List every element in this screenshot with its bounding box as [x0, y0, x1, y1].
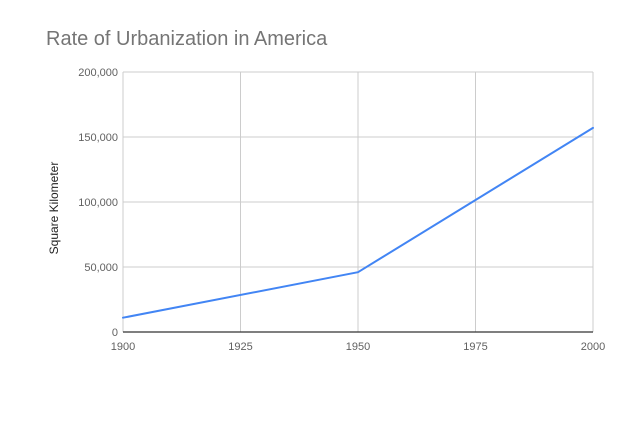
y-tick-label: 0 — [112, 327, 118, 339]
chart-title: Rate of Urbanization in America — [46, 28, 328, 50]
tick-labels: 0 50,000 100,000 150,000 200,000 1900 1925 1950… — [78, 67, 605, 353]
x-tick-label: 1950 — [346, 341, 370, 353]
y-tick-label: 200,000 — [78, 67, 118, 79]
x-tick-label: 1925 — [228, 341, 252, 353]
grid-lines — [122, 71, 594, 332]
series-layer — [122, 126, 594, 319]
x-tick-label: 2000 — [581, 341, 605, 353]
x-tick-label: 1975 — [463, 341, 487, 353]
y-tick-label: 100,000 — [78, 197, 118, 209]
series-line — [122, 126, 594, 319]
y-tick-label: 150,000 — [78, 132, 118, 144]
y-tick-label: 50,000 — [84, 262, 118, 274]
y-axis-title: Square Kilometer — [47, 162, 61, 255]
x-tick-label: 1900 — [111, 341, 135, 353]
